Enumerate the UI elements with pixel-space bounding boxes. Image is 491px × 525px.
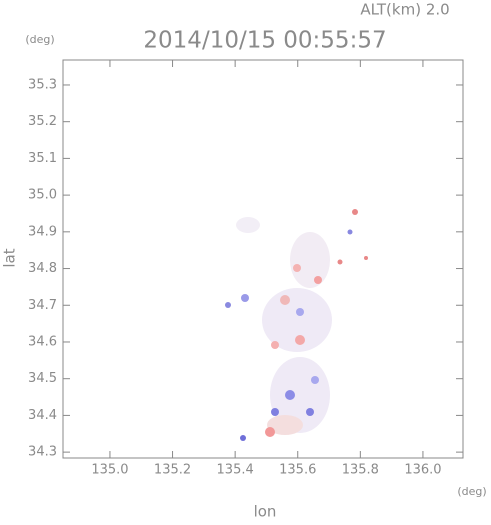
y-tick-label: 34.9 bbox=[28, 224, 57, 239]
y-tick-label: 34.7 bbox=[28, 298, 57, 313]
y-tick-label: 35.2 bbox=[28, 114, 57, 129]
y-tick-label: 35.0 bbox=[28, 188, 57, 203]
y-tick-label: 34.8 bbox=[28, 261, 57, 276]
x-tick-label: 135.4 bbox=[217, 463, 254, 478]
y-tick-label: 34.5 bbox=[28, 371, 57, 386]
x-unit: (deg) bbox=[457, 485, 486, 498]
chart-title: 2014/10/15 00:55:57 bbox=[143, 28, 386, 54]
y-tick-label: 35.3 bbox=[28, 77, 57, 92]
y-unit: (deg) bbox=[25, 33, 54, 46]
y-tick-label: 35.1 bbox=[28, 151, 57, 166]
y-tick-label: 34.6 bbox=[28, 334, 57, 349]
plot-frame bbox=[62, 59, 464, 459]
x-tick-label: 135.6 bbox=[279, 463, 316, 478]
y-tick-label: 34.4 bbox=[28, 408, 57, 423]
altitude-label: ALT(km) 2.0 bbox=[360, 1, 449, 19]
x-tick-label: 136.0 bbox=[404, 463, 441, 478]
y-tick-label: 34.3 bbox=[28, 445, 57, 460]
x-tick-label: 135.8 bbox=[342, 463, 379, 478]
echo-field bbox=[225, 209, 368, 441]
y-axis-label: lat bbox=[1, 248, 19, 267]
x-tick-label: 135.0 bbox=[91, 463, 128, 478]
x-tick-label: 135.2 bbox=[154, 463, 191, 478]
x-axis-label: lon bbox=[254, 503, 277, 521]
